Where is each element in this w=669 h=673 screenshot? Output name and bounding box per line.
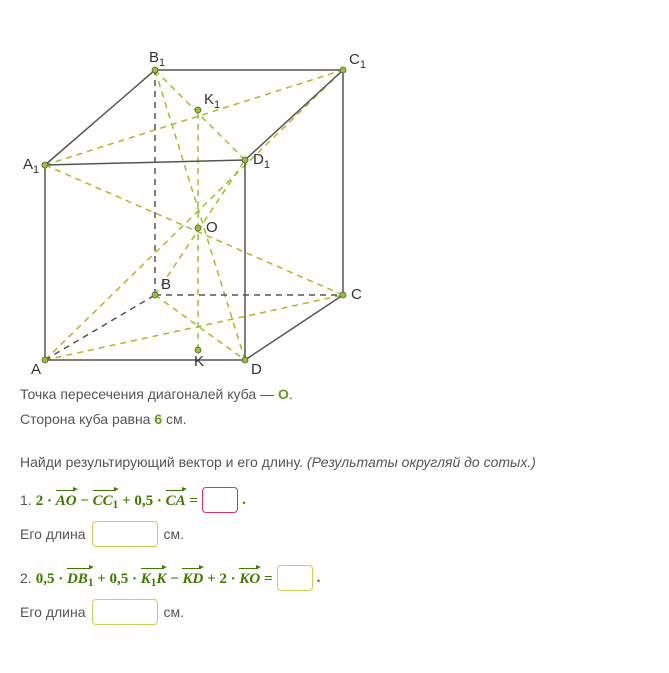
svg-text:D1: D1 [253,151,270,171]
q1-formula: 2 · AO − CC1 + 0,5 · CA = [36,490,198,511]
q2-num: 2. [20,570,32,586]
q2-formula: 0,5 · DB1 + 0,5 · K1K − KD + 2 · KO = [36,568,273,589]
instr-a: Найди результирующий вектор и его длину. [20,454,307,470]
question-1: 1. 2 · AO − CC1 + 0,5 · CA = . [20,487,649,513]
svg-text:C1: C1 [349,51,366,71]
svg-text:C: C [351,286,362,303]
len-label-1: Его длина [20,526,86,542]
svg-text:K1: K1 [204,91,220,111]
desc-line-1: Точка пересечения диагоналей куба — O. [20,384,649,405]
cube-diagram: A B C D A1 B1 C1 D1 K K1 O [20,10,400,380]
len-label-2: Его длина [20,604,86,620]
q1-num: 1. [20,492,32,508]
desc1-b: . [289,386,293,402]
q2-length-line: Его длина см. [20,599,649,625]
q1-dot: . [242,492,246,509]
q2-dot: . [317,570,321,587]
svg-text:K: K [194,353,204,370]
instruction: Найди результирующий вектор и его длину.… [20,452,649,473]
svg-text:D: D [251,361,262,378]
q1-vector-input[interactable] [202,487,238,513]
desc1-a: Точка пересечения диагоналей куба — [20,386,278,402]
desc2-a: Сторона куба равна [20,411,154,427]
desc2-b: см. [162,411,186,427]
svg-text:B1: B1 [149,49,165,69]
question-2: 2. 0,5 · DB1 + 0,5 · K1K − KD + 2 · KO =… [20,565,649,591]
q2-vector-input[interactable] [277,565,313,591]
cm-1: см. [164,526,185,542]
svg-text:A: A [31,361,41,378]
instr-b: (Результаты округляй до сотых.) [307,454,536,470]
cm-2: см. [164,604,185,620]
q1-length-input[interactable] [92,521,158,547]
q2-length-input[interactable] [92,599,158,625]
svg-text:A1: A1 [23,156,39,176]
q1-length-line: Его длина см. [20,521,649,547]
desc1-O: O [278,386,289,402]
side-value: 6 [154,411,162,427]
desc-line-2: Сторона куба равна 6 см. [20,409,649,430]
svg-text:O: O [206,219,218,236]
svg-text:B: B [161,276,171,293]
